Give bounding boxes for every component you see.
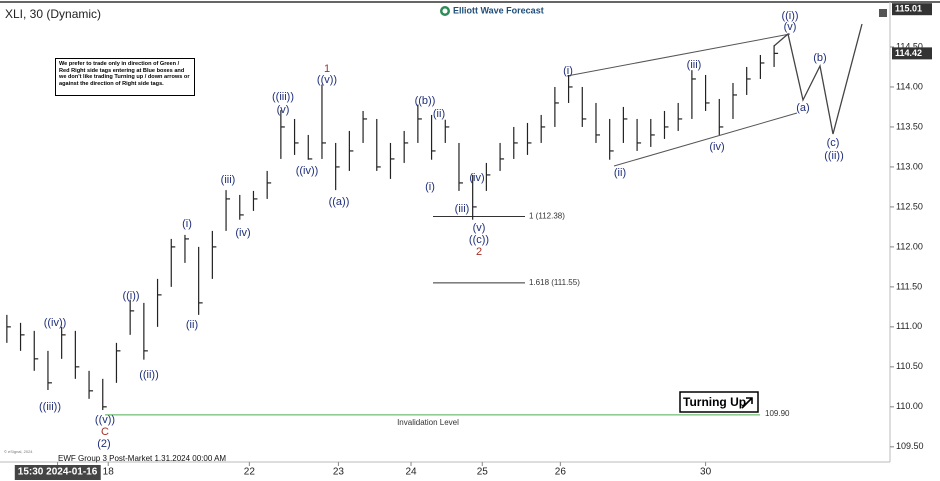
y-tick-label: 114.50 bbox=[896, 41, 923, 51]
wave-label: (c) bbox=[827, 137, 840, 149]
wave-label: (a) bbox=[796, 102, 809, 114]
wave-label: ((iii)) bbox=[272, 91, 294, 103]
wave-label: (iv) bbox=[709, 141, 724, 153]
y-tick-label: 109.50 bbox=[896, 441, 924, 451]
y-tick-label: 113.00 bbox=[896, 161, 923, 171]
wave-label: (ii) bbox=[614, 167, 626, 179]
wave-label: (v) bbox=[784, 21, 797, 33]
fib-label: 1.618 (111.55) bbox=[529, 278, 580, 287]
wave-label: ((v)) bbox=[317, 74, 337, 86]
wave-label: ((ii)) bbox=[824, 150, 844, 162]
badge: Turning Up bbox=[683, 395, 746, 409]
wave-label: ((c)) bbox=[469, 234, 489, 246]
badge-box bbox=[679, 391, 759, 413]
wave-label: (b) bbox=[813, 52, 826, 64]
y-tick-label: 111.50 bbox=[896, 281, 922, 291]
fib-label: 1 (112.38) bbox=[529, 212, 565, 221]
price-label: 114.42 bbox=[895, 48, 922, 58]
wave-label: (iii) bbox=[687, 59, 702, 71]
wave-label: 1 bbox=[324, 63, 330, 75]
wave-label: ((ii)) bbox=[139, 369, 159, 381]
x-tick-label: 22 bbox=[244, 467, 256, 478]
menu-icon bbox=[879, 9, 887, 17]
y-tick-label: 112.00 bbox=[896, 241, 923, 251]
y-tick-label: 114.00 bbox=[896, 81, 923, 91]
wave-label: (v) bbox=[277, 104, 290, 116]
x-tick-label: 15:30 2024-01-16 bbox=[18, 467, 98, 478]
wave-label: (ii) bbox=[186, 319, 198, 331]
x-tick-label: 30 bbox=[700, 467, 712, 478]
chart-title: XLI, 30 (Dynamic) bbox=[5, 7, 101, 21]
wave-label: (i) bbox=[563, 65, 573, 77]
wave-label: ((v)) bbox=[95, 414, 115, 426]
price-box bbox=[892, 3, 932, 16]
channel-line bbox=[613, 112, 798, 167]
invalidation-text: Invalidation Level bbox=[397, 418, 459, 427]
wave-label: (iv) bbox=[235, 227, 250, 239]
wave-label: (ii) bbox=[433, 108, 445, 120]
x-tick-label: 25 bbox=[477, 467, 489, 478]
note: We prefer to trade only in direction of … bbox=[55, 58, 195, 96]
badge-arrow bbox=[741, 397, 753, 409]
wave-label: (iii) bbox=[455, 203, 470, 215]
y-tick-label: 111.00 bbox=[896, 321, 922, 331]
wave-label: 2 bbox=[476, 246, 482, 258]
footer: EWF Group 3 Post-Market 1.31.2024 00:00 … bbox=[58, 454, 226, 463]
price-box bbox=[892, 47, 932, 60]
x-tick-label: 26 bbox=[555, 467, 567, 478]
wave-label: ((iv)) bbox=[296, 165, 319, 177]
projection-path bbox=[773, 23, 863, 135]
brand: Elliott Wave Forecast bbox=[453, 5, 544, 15]
wave-label: (i) bbox=[182, 218, 192, 230]
wave-label: (i) bbox=[425, 181, 435, 193]
wave-label: (iv) bbox=[469, 172, 484, 184]
brand-icon bbox=[442, 8, 448, 14]
y-tick-label: 110.50 bbox=[896, 361, 923, 371]
wave-label: ((iii)) bbox=[39, 401, 61, 413]
wave-label: (v) bbox=[473, 222, 486, 234]
wave-label: C bbox=[101, 426, 109, 438]
x-label-box bbox=[14, 465, 101, 480]
wave-label: ((a)) bbox=[329, 196, 350, 208]
wave-label: ((iv)) bbox=[44, 317, 67, 329]
y-tick-label: 113.50 bbox=[896, 121, 923, 131]
wave-label: ((i)) bbox=[781, 10, 798, 22]
wave-label: (iii) bbox=[221, 174, 236, 186]
y-tick-label: 110.00 bbox=[896, 401, 923, 411]
wave-label: ((b)) bbox=[415, 95, 436, 107]
invalidation-value: 109.90 bbox=[765, 409, 790, 418]
channel-line bbox=[566, 33, 791, 77]
y-tick-label: 112.50 bbox=[896, 201, 923, 211]
price-label: 115.01 bbox=[895, 4, 922, 14]
x-tick-label: 24 bbox=[405, 467, 417, 478]
copyright: © eSignal, 2024 bbox=[4, 449, 33, 454]
x-tick-label: 18 bbox=[103, 467, 115, 478]
wave-label: ((i)) bbox=[122, 290, 139, 302]
wave-label: (2) bbox=[97, 438, 110, 450]
x-tick-label: 23 bbox=[333, 467, 345, 478]
